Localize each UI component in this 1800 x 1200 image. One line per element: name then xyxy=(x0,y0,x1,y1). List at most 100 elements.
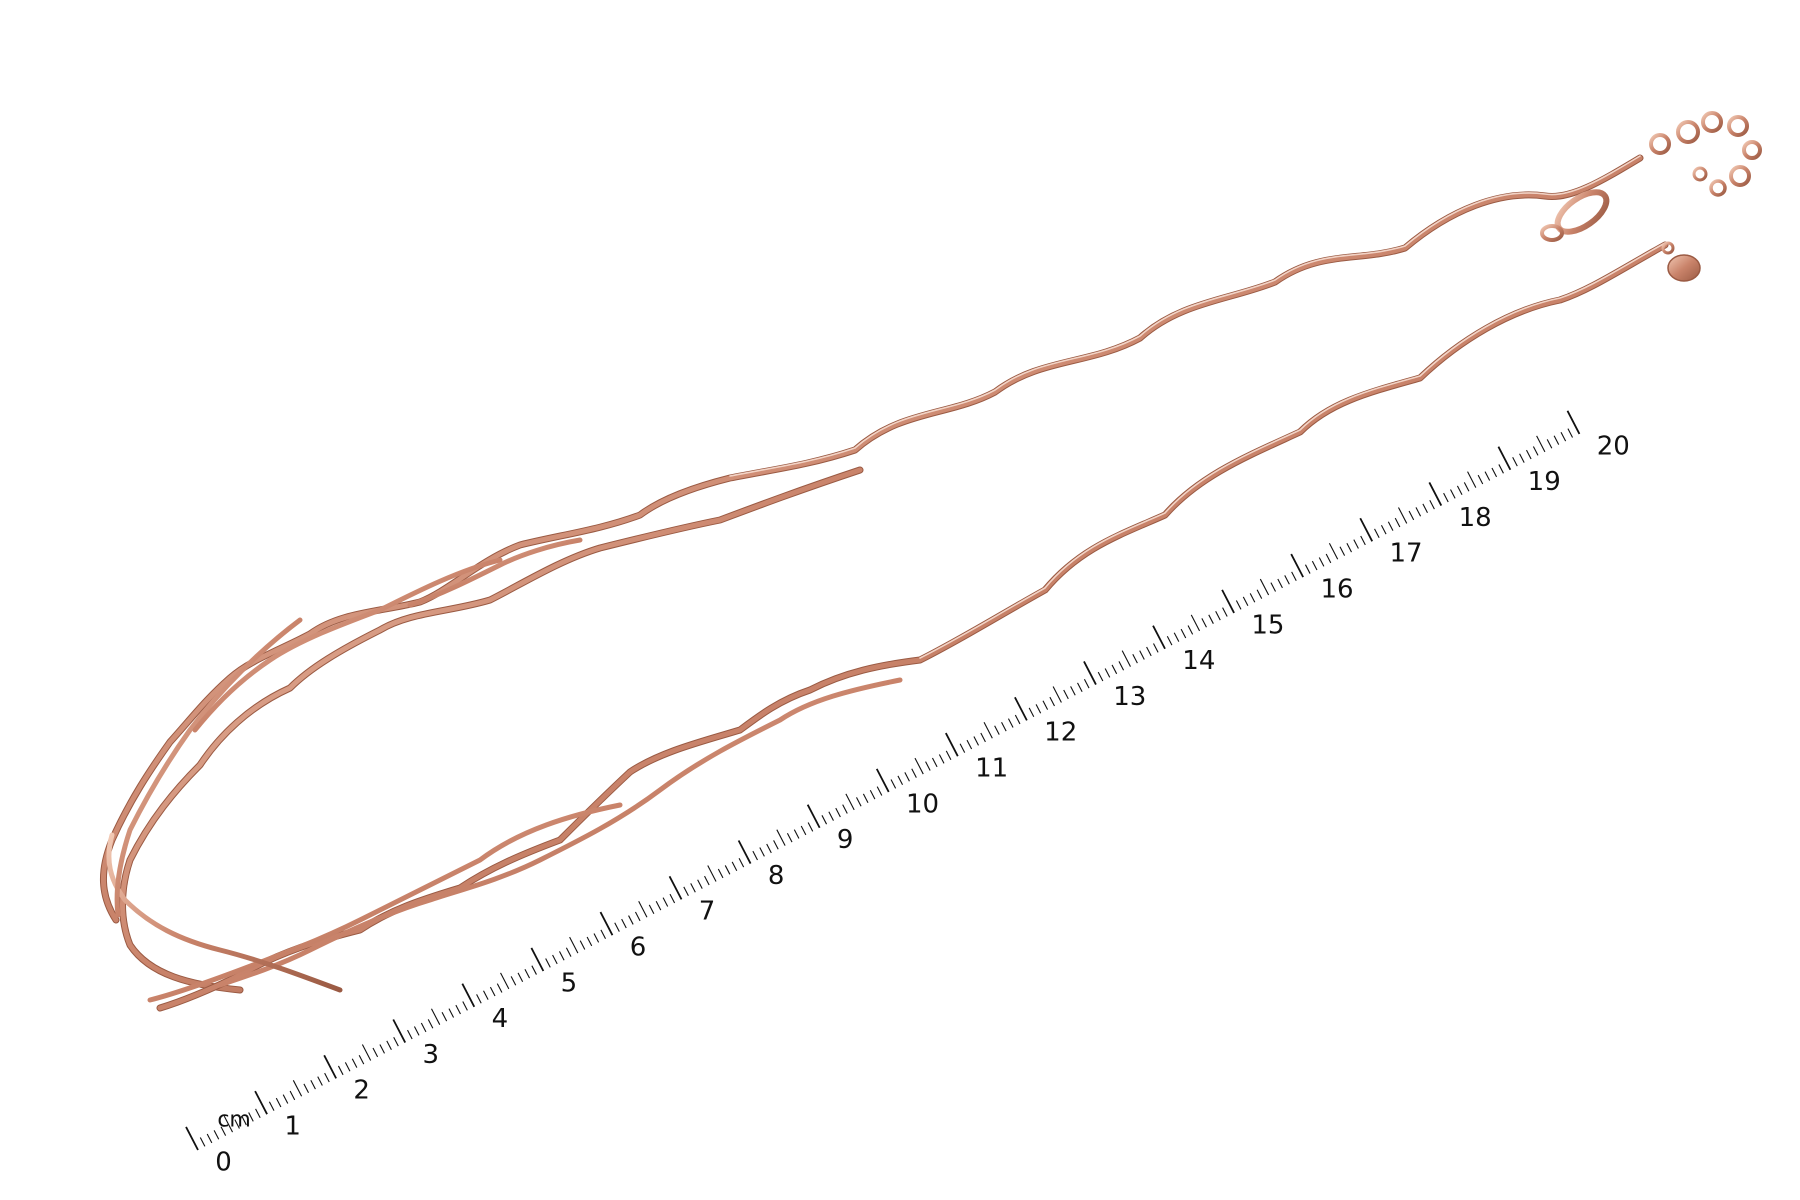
ruler-major-tick xyxy=(1428,482,1443,506)
ruler-minor-tick xyxy=(842,804,848,814)
ruler-minor-tick xyxy=(1063,689,1069,700)
ruler-label-0: 0 xyxy=(215,1147,232,1177)
ruler-minor-tick xyxy=(959,743,966,753)
ruler-minor-tick xyxy=(634,911,641,922)
ruler-minor-tick xyxy=(925,761,931,771)
ruler-minor-tick xyxy=(569,936,579,954)
ruler-minor-tick xyxy=(724,865,731,875)
ruler-major-tick xyxy=(1152,625,1166,650)
ruler-label-18: 18 xyxy=(1459,503,1492,533)
ruler-minor-tick xyxy=(994,725,1000,735)
ruler-minor-tick xyxy=(1311,560,1318,571)
ruler-major-tick xyxy=(392,1019,407,1044)
ruler-minor-tick xyxy=(1146,646,1152,657)
ruler-minor-tick xyxy=(766,843,772,854)
ruler-minor-tick xyxy=(821,815,828,825)
ruler-minor-tick xyxy=(1484,471,1491,481)
ruler-minor-tick xyxy=(310,1080,316,1090)
ruler-minor-tick xyxy=(1339,546,1346,556)
ruler-minor-tick xyxy=(1173,632,1180,642)
ruler-minor-tick xyxy=(1429,499,1435,510)
ruler-minor-tick xyxy=(1180,628,1187,639)
ruler-minor-tick xyxy=(638,901,648,918)
rose-gold-necklace xyxy=(100,111,1762,1012)
ruler-minor-tick xyxy=(1512,457,1518,467)
ruler-minor-tick xyxy=(776,829,786,846)
ruler-minor-tick xyxy=(1560,431,1567,442)
ruler-minor-tick xyxy=(1201,618,1207,628)
necklace-strand-middle xyxy=(119,466,864,994)
ruler-minor-tick xyxy=(1353,539,1359,549)
ruler-minor-tick xyxy=(1397,507,1408,524)
ruler-minor-tick xyxy=(593,933,600,943)
ruler-minor-tick xyxy=(1001,721,1007,732)
ruler-minor-tick xyxy=(759,847,765,857)
ruler-major-tick xyxy=(945,732,959,757)
ruler-label-1: 1 xyxy=(284,1112,301,1142)
ruler-minor-tick xyxy=(914,757,924,775)
ruler-minor-tick xyxy=(462,1001,468,1011)
ruler-minor-tick xyxy=(517,972,524,982)
ruler-minor-tick xyxy=(1256,589,1263,599)
ruler-minor-tick xyxy=(890,779,897,789)
ruler-minor-tick xyxy=(351,1058,358,1068)
ruler-minor-tick xyxy=(1242,596,1249,607)
necklace-braid xyxy=(106,537,903,1003)
ruler-minor-tick xyxy=(1111,664,1118,675)
ruler-label-4: 4 xyxy=(492,1004,509,1034)
ruler-minor-tick xyxy=(856,797,862,807)
ruler-minor-tick xyxy=(1463,482,1470,492)
necklace-strand-outer xyxy=(100,154,1644,924)
ruler-minor-tick xyxy=(862,793,869,803)
ruler-minor-tick xyxy=(793,829,800,839)
ruler-minor-tick xyxy=(358,1054,365,1065)
ruler-minor-tick xyxy=(911,768,917,778)
ruler-minor-tick xyxy=(1526,449,1532,460)
ruler-minor-tick xyxy=(1035,704,1042,714)
ruler-label-17: 17 xyxy=(1390,539,1423,569)
ruler-minor-tick xyxy=(1187,625,1194,635)
ruler-label-13: 13 xyxy=(1113,682,1146,712)
ruler-label-19: 19 xyxy=(1528,467,1561,497)
ruler-minor-tick xyxy=(690,883,696,893)
ruler-minor-tick xyxy=(828,811,834,821)
ruler-major-tick xyxy=(1290,553,1304,578)
ruler-minor-tick xyxy=(1049,696,1055,707)
ruler-minor-tick xyxy=(1235,600,1242,610)
ruler-major-tick xyxy=(1497,446,1512,471)
ruler-minor-tick xyxy=(1422,503,1428,513)
ruler-minor-tick xyxy=(268,1101,275,1111)
ruler-minor-tick xyxy=(876,786,883,796)
ruler-minor-tick xyxy=(938,754,945,764)
ruler-minor-tick xyxy=(1215,610,1221,621)
ruler-minor-tick xyxy=(655,900,662,911)
ruler-minor-tick xyxy=(1284,575,1290,585)
ruler-minor-tick xyxy=(945,750,952,760)
ruler-minor-tick xyxy=(476,994,482,1004)
ruler-minor-tick xyxy=(717,868,724,879)
ruler-label-3: 3 xyxy=(423,1040,440,1070)
ruler-minor-tick xyxy=(275,1097,282,1108)
ruler-minor-tick xyxy=(206,1133,213,1144)
ruler-minor-tick xyxy=(1415,507,1422,517)
ruler-minor-tick xyxy=(904,772,910,782)
ruler-minor-tick xyxy=(669,893,676,904)
ruler-minor-tick xyxy=(1519,453,1525,463)
lobster-clasp xyxy=(1540,189,1610,242)
ruler-minor-tick xyxy=(1190,614,1201,632)
ruler-minor-tick xyxy=(1536,435,1546,453)
ruler-major-tick xyxy=(461,983,476,1008)
ruler-minor-tick xyxy=(489,986,496,997)
ruler-minor-tick xyxy=(621,918,627,929)
ruler-minor-tick xyxy=(662,897,669,907)
ruler-minor-tick xyxy=(1304,564,1311,574)
ruler-minor-tick xyxy=(420,1022,427,1033)
ruler-minor-tick xyxy=(1532,446,1539,456)
ruler-label-5: 5 xyxy=(561,968,578,998)
ruler-label-20: 20 xyxy=(1597,431,1630,461)
ruler-minor-tick xyxy=(361,1044,372,1061)
ruler-minor-tick xyxy=(1491,467,1498,478)
ruler-major-tick xyxy=(1221,589,1235,614)
ruler-minor-tick xyxy=(213,1130,220,1140)
